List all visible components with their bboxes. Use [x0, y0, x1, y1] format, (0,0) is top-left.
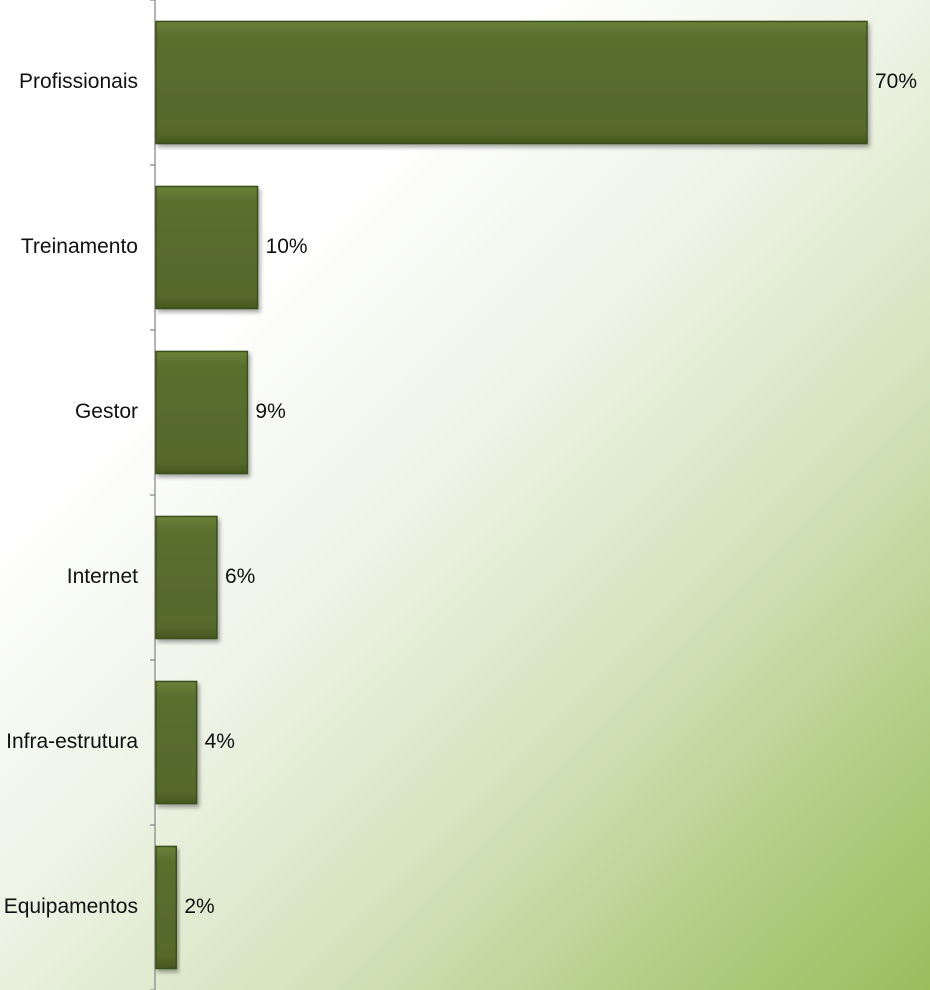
- bar-internet: [155, 515, 218, 640]
- data-label: 6%: [225, 565, 255, 588]
- category-label: Equipamentos: [4, 895, 138, 918]
- category-label: Gestor: [75, 400, 138, 423]
- category-label: Infra-estrutura: [6, 730, 138, 753]
- data-label: 9%: [255, 400, 285, 423]
- labels: Profissionais 70% Treinamento 10% Gestor 9% In…: [4, 70, 917, 918]
- bar-equipamentos: [155, 845, 178, 970]
- bar-treinamento: [155, 185, 259, 310]
- data-label: 70%: [875, 70, 917, 93]
- category-label: Profissionais: [19, 70, 138, 93]
- category-label: Internet: [67, 565, 138, 588]
- bar-profissionais: [155, 20, 868, 145]
- category-label: Treinamento: [21, 235, 138, 258]
- data-label: 2%: [184, 895, 214, 918]
- data-label: 4%: [205, 730, 235, 753]
- bars: [155, 20, 868, 970]
- data-label: 10%: [266, 235, 308, 258]
- category-axis: [150, 0, 156, 990]
- bar-infra-estrutura: [155, 680, 198, 805]
- bar-gestor: [155, 350, 249, 475]
